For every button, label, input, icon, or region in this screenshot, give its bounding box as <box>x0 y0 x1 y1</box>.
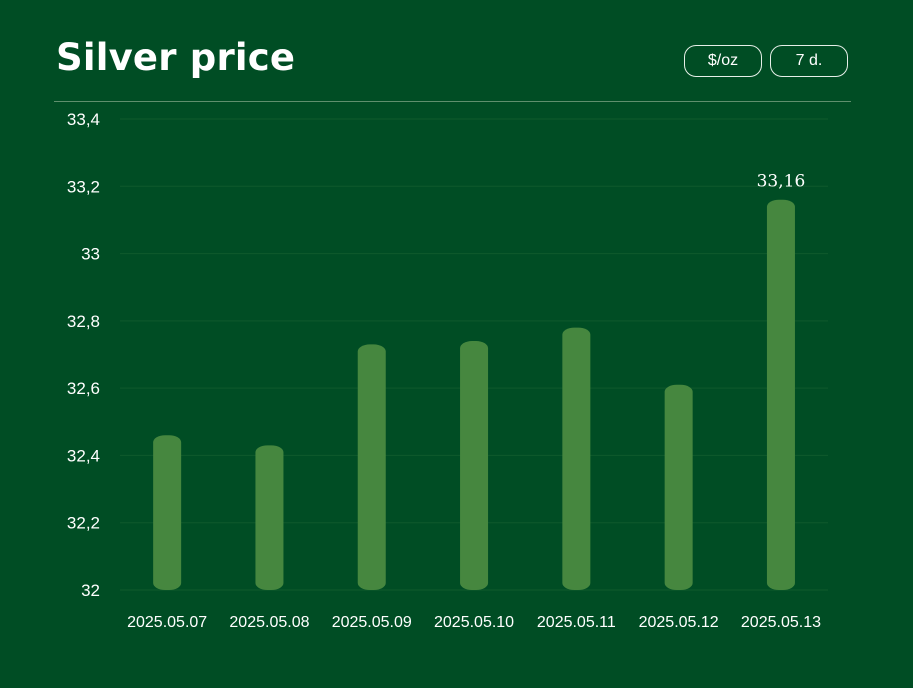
data-label: 33,16 <box>757 172 806 192</box>
y-tick-label: 33,4 <box>67 110 100 129</box>
bar[interactable] <box>766 199 795 590</box>
x-tick-label: 2025.05.11 <box>537 614 616 631</box>
y-tick-label: 32,6 <box>67 379 100 398</box>
bar[interactable] <box>357 344 386 590</box>
x-tick-label: 2025.05.09 <box>332 614 412 631</box>
y-tick-label: 32,4 <box>67 446 100 465</box>
bar[interactable] <box>153 435 182 590</box>
bar[interactable] <box>460 341 489 590</box>
y-tick-label: 33,2 <box>67 177 100 196</box>
y-tick-label: 32,8 <box>67 312 100 331</box>
x-tick-label: 2025.05.10 <box>434 614 514 631</box>
bar[interactable] <box>664 384 693 590</box>
x-tick-label: 2025.05.07 <box>127 614 207 631</box>
x-tick-label: 2025.05.12 <box>639 614 719 631</box>
header-divider <box>54 101 851 102</box>
y-tick-label: 32 <box>81 581 100 600</box>
y-tick-label: 33 <box>81 245 100 264</box>
bar[interactable] <box>562 327 591 590</box>
time-range-button[interactable]: 7 d. <box>770 45 848 77</box>
x-tick-label: 2025.05.08 <box>229 614 309 631</box>
y-tick-label: 32,2 <box>67 514 100 533</box>
x-tick-label: 2025.05.13 <box>741 614 821 631</box>
unit-selector-button[interactable]: $/oz <box>684 45 762 77</box>
bar[interactable] <box>255 445 284 590</box>
chart-title: Silver price <box>56 36 296 79</box>
